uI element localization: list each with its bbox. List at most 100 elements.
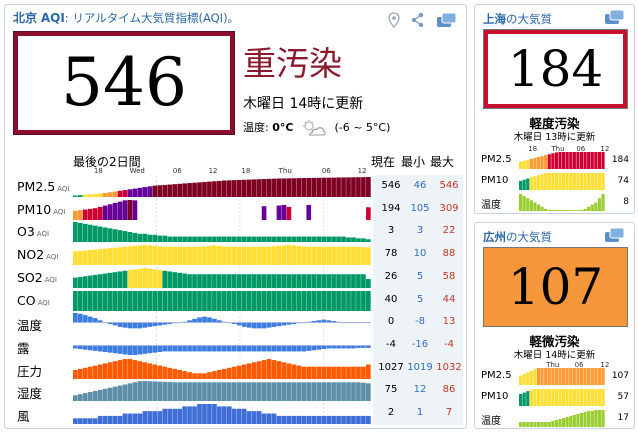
spark-bar [162,408,168,424]
spark-bar [212,245,217,266]
guangzhou-title[interactable]: 広州の大気質 [483,229,552,245]
shanghai-city[interactable]: 上海 [483,12,506,26]
mini-sparkline[interactable] [519,388,605,406]
spark-bar [276,246,282,266]
spark-bar [276,415,282,424]
widget-cards-icon[interactable] [436,12,458,28]
mini-bar [536,175,541,190]
spark-bar [152,235,158,243]
history-row[interactable]: O3 AQI 3 3 22 [13,220,463,244]
history-row[interactable]: 湿度 75 12 86 [13,379,463,403]
sparkline-chart[interactable] [73,334,371,356]
mini-sparkline[interactable] [519,172,605,190]
spark-bar [202,246,207,266]
spark-bar [301,345,307,352]
spark-bar [316,236,322,243]
shanghai-title[interactable]: 上海の大気質 [483,11,552,27]
spark-bar [356,290,361,311]
sparkline-chart[interactable] [73,380,371,402]
row-label: CO AQI [17,292,50,308]
spark-bar [192,236,197,243]
spark-bar [341,290,346,311]
history-row[interactable]: 温度 0 -8 13 [13,311,463,335]
sparkline-chart[interactable] [73,266,371,288]
spark-bar [331,321,336,323]
mini-row[interactable]: PM2.5 107 [479,366,631,386]
max-value: 1032 [436,361,462,373]
spark-bar [321,290,326,311]
time-tick: 06 [576,145,586,153]
history-row[interactable]: 風 2 1 7 [13,402,463,425]
spark-bar [276,274,282,288]
sparkline-chart[interactable] [73,289,371,311]
max-value: 13 [442,316,456,328]
spark-bar [306,274,312,288]
sparkline-chart[interactable] [73,244,371,266]
spark-bar [97,415,103,424]
sparkline-chart[interactable] [73,312,371,334]
history-row[interactable]: PM10 AQI 194 105 309 [13,197,463,221]
spark-bar [346,345,351,349]
row-label-unit: AQI [37,298,50,307]
spark-bar [236,322,242,326]
spark-bar [127,358,133,379]
mini-row[interactable]: PM10 57 [479,387,631,407]
sparkline-chart[interactable] [73,198,371,220]
sparkline-chart[interactable] [73,403,371,424]
city-link[interactable]: 北京 [13,11,38,25]
temperature-value: 0°C [272,121,294,134]
guangzhou-city[interactable]: 広州 [483,230,506,244]
spark-bar [82,393,88,402]
spark-bar [226,367,232,379]
time-tick: 12 [208,167,218,175]
spark-bar [73,290,78,311]
history-row[interactable]: NO2 AQI 78 10 88 [13,243,463,267]
value-cell-bg [373,265,463,289]
mini-row[interactable]: 温度 17 [479,408,631,428]
spark-bar [301,290,307,311]
mini-bar [590,152,594,169]
history-row[interactable]: SO2 AQI 26 5 58 [13,265,463,289]
mini-bar [526,372,530,385]
spark-bar [286,178,292,197]
spark-bar [212,370,217,379]
spark-bar [356,246,361,266]
spark-bar [77,368,83,379]
spark-bar [346,246,351,266]
share-icon[interactable] [411,12,425,28]
mini-sparkline[interactable] [519,193,605,211]
mini-row[interactable]: PM10 74 [479,171,631,191]
history-row[interactable]: CO AQI 40 5 44 [13,288,463,312]
widget-cards-icon[interactable] [604,227,626,243]
history-row[interactable]: PM2.5 AQI 546 46 546 [13,175,463,198]
mini-sparkline[interactable] [519,151,605,169]
spark-bar [112,247,118,266]
spark-bar [281,322,287,326]
spark-bar [167,246,173,266]
mini-row[interactable]: PM2.5 184 [479,150,631,170]
mini-row-value: 107 [611,371,629,381]
mini-bar [536,389,541,406]
widget-cards-icon[interactable] [604,9,626,25]
mini-sparkline[interactable] [519,409,605,427]
current-value: -4 [386,338,396,350]
spark-bar [281,178,287,197]
history-row[interactable]: 圧力 1027 1019 1032 [13,356,463,380]
spark-bar [341,322,346,324]
spark-bar [256,179,262,197]
spark-bar [102,192,108,197]
mini-bar [576,368,580,385]
time-tick: 06 [321,167,331,175]
mini-bar [547,210,551,211]
mini-sparkline[interactable] [519,367,605,385]
spark-bar [241,290,247,311]
mini-row[interactable]: 温度 8 [479,192,631,212]
history-row[interactable]: 露 -4 -16 -4 [13,333,463,357]
sparkline-chart[interactable] [73,176,371,197]
sparkline-chart[interactable] [73,221,371,243]
mini-bar [519,375,523,385]
location-pin-icon[interactable] [388,11,400,28]
spark-bar [77,394,83,402]
current-value: 40 [384,293,398,305]
sparkline-chart[interactable] [73,357,371,379]
